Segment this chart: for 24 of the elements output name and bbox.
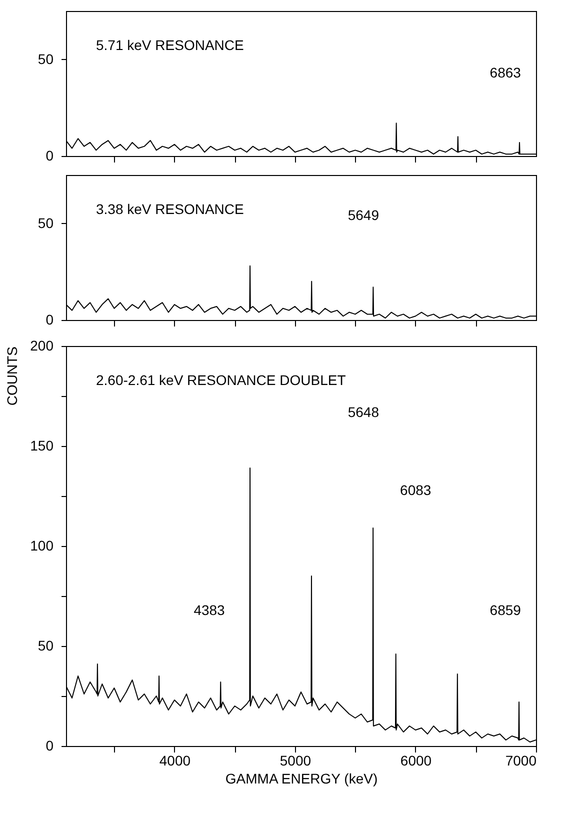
annotation: 6863	[490, 64, 522, 81]
y-tick-label: 200	[30, 338, 54, 354]
y-tick-label: 100	[30, 538, 54, 554]
y-tick-label: 0	[46, 312, 54, 328]
annotation: 6859	[490, 602, 522, 618]
text: 3.38 keV RESONANCE	[96, 201, 244, 217]
text: 2.60-2.61 keV RESONANCE DOUBLET	[96, 372, 346, 388]
y-tick-label: 0	[46, 148, 54, 164]
y-tick-label: 50	[38, 638, 54, 654]
y-tick-label: 150	[30, 438, 54, 454]
y-tick-label: 50	[38, 214, 54, 231]
x-axis-title: GAMMA ENERGY (keV)	[225, 770, 378, 786]
annotation: 6083	[400, 482, 432, 498]
annotation: 5648	[348, 404, 380, 420]
text: 5.71 keV RESONANCE	[96, 37, 244, 53]
x-tick-label: 7000	[505, 752, 537, 768]
y-tick-label: 0	[46, 738, 54, 754]
x-tick-label: 5000	[280, 752, 312, 768]
x-tick-label: 6000	[400, 752, 432, 768]
annotation: 5649	[348, 206, 380, 223]
x-tick-label: 4000	[159, 752, 191, 768]
y-axis-title: COUNTS	[4, 346, 20, 406]
annotation: 4383	[194, 602, 226, 618]
y-tick-label: 50	[38, 50, 54, 67]
